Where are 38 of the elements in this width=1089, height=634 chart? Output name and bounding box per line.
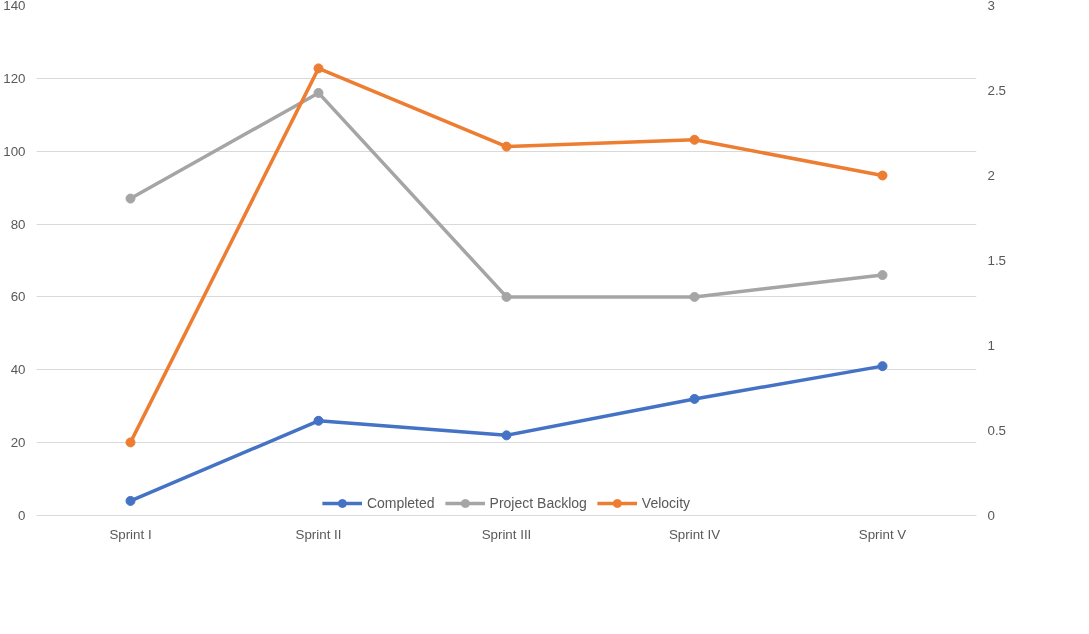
- point: [125, 193, 136, 204]
- point: [689, 393, 700, 404]
- y2-tick-label: 2: [987, 168, 995, 183]
- x-tick-label: Sprint V: [858, 526, 907, 542]
- point: [125, 437, 136, 448]
- x-tick-label: Sprint IV: [668, 526, 721, 542]
- point: [501, 291, 512, 302]
- y2-tick-label: 2.5: [987, 83, 1007, 98]
- point: [313, 415, 324, 426]
- y-tick-label: 100: [3, 143, 26, 159]
- point: [501, 141, 512, 152]
- point: [501, 430, 512, 441]
- point: [877, 361, 888, 372]
- x-tick-label: Sprint I: [109, 526, 152, 542]
- x-tick-label: Sprint III: [481, 526, 532, 542]
- y-tick-label: 20: [10, 435, 26, 451]
- y-tick-label: 120: [3, 70, 26, 86]
- y2-tick-label: 0.5: [987, 423, 1007, 438]
- point: [877, 270, 888, 281]
- legend-label: Project Backlog: [489, 495, 587, 511]
- point: [125, 495, 136, 506]
- y2-tick-label: 3: [987, 0, 995, 13]
- y-tick-label: 60: [10, 289, 26, 305]
- y-tick-label: 80: [10, 216, 26, 232]
- point: [313, 87, 324, 98]
- point: [689, 134, 700, 145]
- y-tick-label: 0: [18, 508, 26, 523]
- legend-label: Velocity: [641, 495, 691, 511]
- y-tick-label: 140: [3, 0, 26, 13]
- point: [689, 291, 700, 302]
- x-tick-label: Sprint II: [295, 526, 342, 542]
- point: [877, 170, 888, 181]
- y2-tick-label: 1: [987, 338, 995, 353]
- y2-tick-label: 0: [987, 508, 995, 523]
- y-tick-label: 40: [10, 362, 26, 378]
- point: [313, 63, 324, 74]
- y2-tick-label: 1.5: [987, 253, 1007, 268]
- legend-label: Completed: [366, 495, 435, 511]
